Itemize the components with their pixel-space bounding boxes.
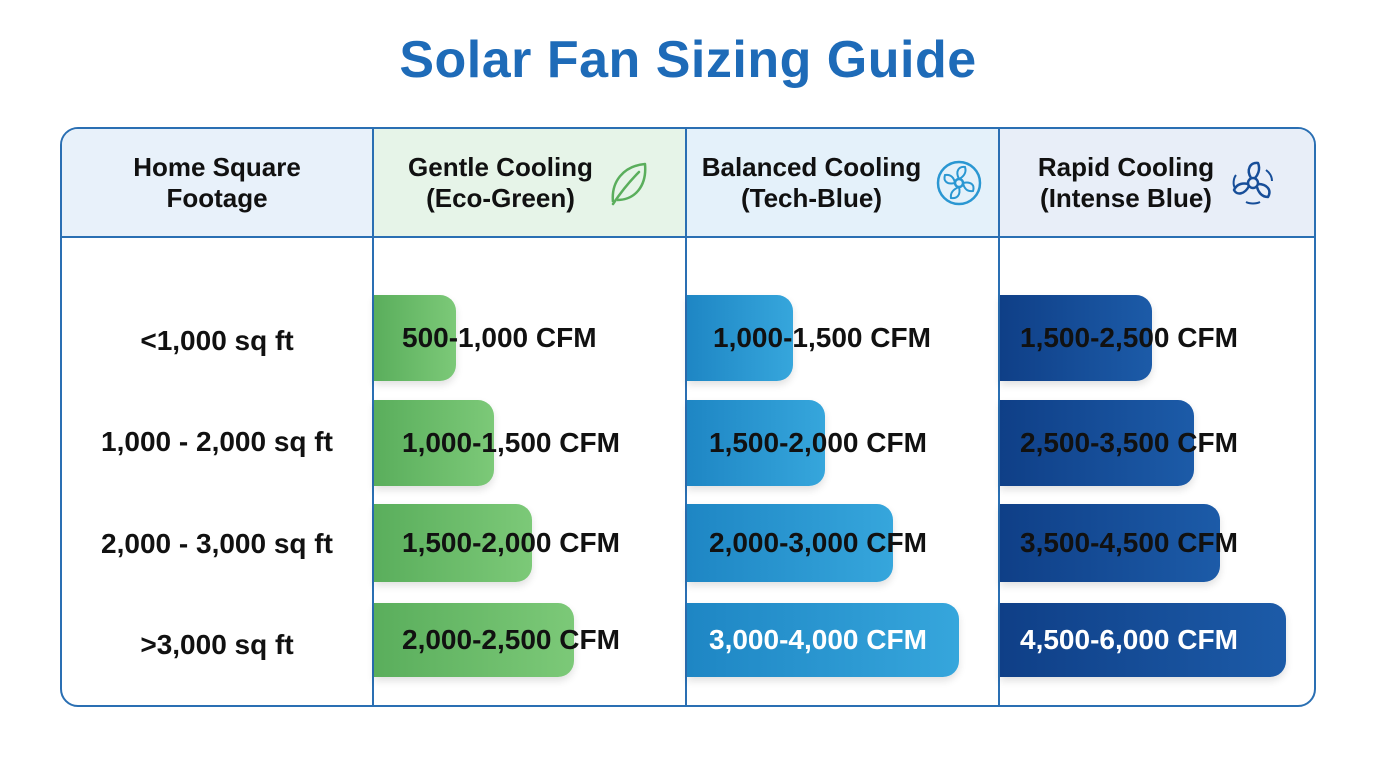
header-gentle-line2: (Eco-Green) <box>426 182 575 213</box>
header-sqft-line1: Home Square <box>133 151 301 182</box>
balanced-value: 1,000-1,500 CFM <box>713 322 931 353</box>
rapid-value: 4,500-6,000 CFM <box>1020 624 1238 655</box>
rapid-bar <box>1000 603 1286 677</box>
column-divider <box>372 129 374 705</box>
rapid-bar <box>1000 400 1194 486</box>
page-title: Solar Fan Sizing Guide <box>399 31 977 89</box>
balanced-bar <box>687 400 825 486</box>
rapid-cell: 3,500-4,500 CFM <box>1000 504 1314 582</box>
header-sqft-line2: Footage <box>166 182 268 213</box>
column-divider <box>998 129 1000 705</box>
header-rapid-line2: (Intense Blue) <box>1040 182 1212 213</box>
fan-icon <box>935 159 983 207</box>
header-gentle-cooling: Gentle Cooling (Eco-Green) <box>374 129 685 236</box>
gentle-bar <box>374 603 574 677</box>
rapid-cell: 2,500-3,500 CFM <box>1000 400 1314 486</box>
turbine-fan-icon <box>1228 158 1278 208</box>
header-balanced-line2: (Tech-Blue) <box>740 182 883 213</box>
balanced-cell: 1,500-2,000 CFM <box>687 400 998 486</box>
sizing-table: Home Square Footage Gentle Cooling (Eco-… <box>60 127 1316 707</box>
gentle-value: 2,000-2,500 CFM <box>402 624 620 655</box>
gentle-bar <box>374 400 494 486</box>
balanced-bar <box>687 504 893 582</box>
gentle-cell: 500-1,000 CFM <box>374 295 685 381</box>
column-divider <box>685 129 687 705</box>
gentle-cell: 1,500-2,000 CFM <box>374 504 685 582</box>
gentle-value: 500-1,000 CFM <box>402 322 597 353</box>
header-balanced-line1: Balanced Cooling <box>701 151 922 182</box>
gentle-cell: 2,000-2,500 CFM <box>374 603 685 677</box>
balanced-cell: 3,000-4,000 CFM <box>687 603 998 677</box>
header-balanced-cooling: Balanced Cooling (Tech-Blue) <box>687 129 998 236</box>
header-rapid-cooling: Rapid Cooling (Intense Blue) <box>1000 129 1314 236</box>
sqft-label: 1,000 - 2,000 sq ft <box>101 426 333 457</box>
rapid-value: 2,500-3,500 CFM <box>1020 427 1238 458</box>
rapid-cell: 1,500-2,500 CFM <box>1000 295 1314 381</box>
gentle-cell: 1,000-1,500 CFM <box>374 400 685 486</box>
rapid-bar <box>1000 504 1220 582</box>
balanced-value: 1,500-2,000 CFM <box>709 427 927 458</box>
balanced-bar <box>687 603 959 677</box>
gentle-bar <box>374 504 532 582</box>
balanced-bar <box>687 295 793 381</box>
gentle-bar <box>374 295 456 381</box>
header-rapid-line1: Rapid Cooling <box>1037 151 1215 182</box>
header-divider <box>62 236 1314 238</box>
rapid-value: 3,500-4,500 CFM <box>1020 527 1238 558</box>
gentle-value: 1,000-1,500 CFM <box>402 427 620 458</box>
sqft-label: >3,000 sq ft <box>140 629 294 660</box>
balanced-cell: 1,000-1,500 CFM <box>687 295 998 381</box>
leaf-icon <box>607 158 651 208</box>
rapid-cell: 4,500-6,000 CFM <box>1000 603 1314 677</box>
rapid-bar <box>1000 295 1152 381</box>
header-gentle-line1: Gentle Cooling <box>408 151 593 182</box>
rapid-value: 1,500-2,500 CFM <box>1020 322 1238 353</box>
sqft-label: 2,000 - 3,000 sq ft <box>101 528 333 559</box>
sqft-label: <1,000 sq ft <box>140 325 294 356</box>
balanced-cell: 2,000-3,000 CFM <box>687 504 998 582</box>
header-sqft: Home Square Footage <box>62 129 372 236</box>
balanced-value: 2,000-3,000 CFM <box>709 527 927 558</box>
balanced-value: 3,000-4,000 CFM <box>709 624 927 655</box>
gentle-value: 1,500-2,000 CFM <box>402 527 620 558</box>
